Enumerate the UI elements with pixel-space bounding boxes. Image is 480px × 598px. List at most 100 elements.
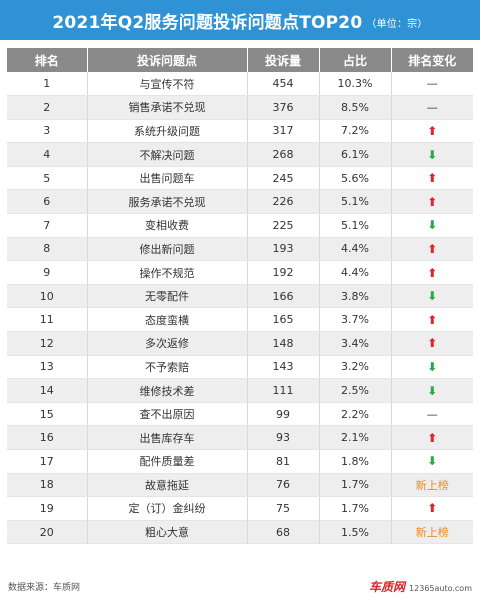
issue-cell: 服务承诺不兑现 — [87, 189, 248, 215]
count-cell: 76 — [247, 473, 320, 498]
rank-cell: 14 — [7, 378, 88, 403]
table-row: 5 出售问题车 245 5.6% ⬆ — [7, 166, 473, 191]
header-rank: 排名 — [7, 48, 88, 72]
count-cell: 111 — [247, 378, 320, 403]
count-cell: 193 — [247, 237, 320, 262]
issue-cell: 系统升级问题 — [87, 119, 248, 144]
rank-cell: 7 — [7, 213, 88, 238]
issue-cell: 粗心大意 — [87, 520, 248, 545]
change-cell: ⬆ — [391, 237, 473, 262]
issue-cell: 变相收费 — [87, 213, 248, 238]
issue-cell: 多次返修 — [87, 331, 248, 356]
share-cell: 2.2% — [319, 402, 392, 427]
table-body: 1 与宣传不符 454 10.3% —2 销售承诺不兑现 376 8.5% —3 系统升级问题 31… — [7, 72, 473, 545]
issue-cell: 故意拖延 — [87, 473, 248, 498]
share-cell: 5.1% — [319, 189, 392, 215]
share-cell: 5.6% — [319, 166, 392, 191]
arrow-down-icon: ⬇ — [427, 147, 438, 162]
rank-cell: 8 — [7, 237, 88, 262]
change-cell: ⬇ — [391, 449, 473, 474]
table-row: 7 变相收费 225 5.1% ⬇ — [7, 213, 473, 238]
arrow-down-icon: ⬇ — [427, 383, 438, 398]
table-row: 8 修出新问题 193 4.4% ⬆ — [7, 237, 473, 262]
rank-cell: 4 — [7, 142, 88, 167]
issue-cell: 与宣传不符 — [87, 72, 248, 97]
count-cell: 99 — [247, 402, 320, 427]
count-cell: 93 — [247, 425, 320, 450]
issue-cell: 不解决问题 — [87, 142, 248, 167]
issue-cell: 销售承诺不兑现 — [87, 95, 248, 120]
rank-cell: 5 — [7, 166, 88, 191]
change-cell: ⬇ — [391, 355, 473, 380]
rank-cell: 3 — [7, 119, 88, 144]
table-row: 18 故意拖延 76 1.7% 新上榜 — [7, 473, 473, 498]
count-cell: 143 — [247, 355, 320, 380]
issue-cell: 态度蛮横 — [87, 307, 248, 333]
count-cell: 166 — [247, 284, 320, 309]
header-count: 投诉量 — [247, 48, 320, 72]
rank-cell: 13 — [7, 355, 88, 380]
share-cell: 5.1% — [319, 213, 392, 238]
arrow-up-icon: ⬆ — [427, 430, 438, 445]
share-cell: 1.7% — [319, 473, 392, 498]
new-entry-badge: 新上榜 — [415, 526, 449, 540]
table-row: 4 不解决问题 268 6.1% ⬇ — [7, 142, 473, 167]
rank-cell: 15 — [7, 402, 88, 427]
table-row: 13 不予索赔 143 3.2% ⬇ — [7, 355, 473, 380]
count-cell: 81 — [247, 449, 320, 474]
share-cell: 3.2% — [319, 355, 392, 380]
arrow-up-icon: ⬆ — [427, 336, 438, 351]
issue-cell: 查不出原因 — [87, 402, 248, 427]
no-change-icon: — — [426, 407, 438, 421]
share-cell: 6.1% — [319, 142, 392, 167]
change-cell: ⬆ — [391, 166, 473, 191]
change-cell: ⬇ — [391, 284, 473, 309]
count-cell: 245 — [247, 166, 320, 191]
change-cell: ⬇ — [391, 142, 473, 167]
arrow-up-icon: ⬆ — [427, 241, 438, 256]
share-cell: 2.1% — [319, 425, 392, 450]
table-row: 11 态度蛮横 165 3.7% ⬆ — [7, 307, 473, 333]
logo-url: 12365auto.com — [409, 583, 472, 593]
rank-cell: 11 — [7, 307, 88, 333]
issue-cell: 无零配件 — [87, 284, 248, 309]
table-row: 2 销售承诺不兑现 376 8.5% — — [7, 95, 473, 120]
change-cell: ⬆ — [391, 496, 473, 521]
table-row: 9 操作不规范 192 4.4% ⬆ — [7, 260, 473, 285]
footer: 数据来源：车质网 车质网 12365auto.com — [0, 574, 480, 598]
issue-cell: 出售库存车 — [87, 425, 248, 450]
change-cell: ⬆ — [391, 425, 473, 450]
change-cell: 新上榜 — [391, 520, 473, 545]
table-row: 20 粗心大意 68 1.5% 新上榜 — [7, 520, 473, 545]
change-cell: — — [391, 72, 473, 97]
share-cell: 1.8% — [319, 449, 392, 474]
no-change-icon: — — [426, 77, 438, 91]
change-cell: 新上榜 — [391, 473, 473, 498]
arrow-up-icon: ⬆ — [427, 123, 438, 138]
count-cell: 268 — [247, 142, 320, 167]
header-share: 占比 — [319, 48, 392, 72]
change-cell: ⬆ — [391, 331, 473, 356]
no-change-icon: — — [426, 100, 438, 114]
rank-cell: 9 — [7, 260, 88, 285]
count-cell: 165 — [247, 307, 320, 333]
change-cell: — — [391, 95, 473, 120]
table-header-row: 排名 投诉问题点 投诉量 占比 排名变化 — [7, 48, 473, 72]
unit-label: （单位：宗） — [366, 18, 428, 30]
table-row: 17 配件质量差 81 1.8% ⬇ — [7, 449, 473, 474]
table-row: 19 定（订）金纠纷 75 1.7% ⬆ — [7, 496, 473, 521]
arrow-down-icon: ⬇ — [427, 454, 438, 469]
arrow-up-icon: ⬆ — [427, 501, 438, 516]
ranking-table: 排名 投诉问题点 投诉量 占比 排名变化 1 与宣传不符 454 10.3% —2 销售承… — [7, 48, 473, 545]
count-cell: 75 — [247, 496, 320, 521]
count-cell: 148 — [247, 331, 320, 356]
count-cell: 317 — [247, 119, 320, 144]
count-cell: 376 — [247, 95, 320, 120]
share-cell: 8.5% — [319, 95, 392, 120]
rank-cell: 16 — [7, 425, 88, 450]
table-row: 16 出售库存车 93 2.1% ⬆ — [7, 425, 473, 450]
new-entry-badge: 新上榜 — [415, 478, 449, 492]
rank-cell: 20 — [7, 520, 88, 545]
rank-cell: 17 — [7, 449, 88, 474]
